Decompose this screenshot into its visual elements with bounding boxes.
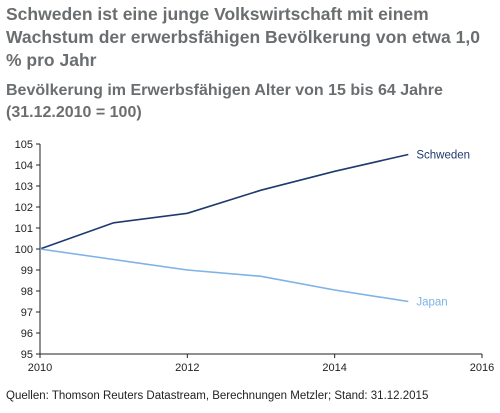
y-tick-label: 99 — [21, 265, 33, 277]
chart-title: Schweden ist eine junge Volkswirtschaft … — [6, 4, 480, 70]
x-tick-label: 2012 — [175, 362, 199, 374]
x-axis: 2010 2012 2014 2016 — [28, 353, 494, 374]
source-note: Quellen: Thomson Reuters Datastream, Ber… — [6, 390, 429, 402]
series-line-japan — [39, 248, 409, 303]
x-tick-label: 2014 — [322, 362, 346, 374]
y-tick-label: 98 — [21, 286, 33, 298]
y-tick-label: 103 — [15, 181, 33, 193]
chart-subtitle: Bevölkerung im Erwerbsfähigen Alter von … — [6, 82, 443, 121]
series: Schweden Japan — [39, 150, 470, 309]
x-tick-label: 2016 — [470, 362, 494, 374]
series-label-japan: Japan — [416, 297, 447, 309]
y-axis: 95 96 97 98 99 100 101 102 103 104 105 — [15, 139, 41, 361]
series-line-schweden — [39, 153, 409, 250]
y-tick-label: 105 — [15, 139, 33, 151]
series-label-schweden: Schweden — [416, 150, 470, 162]
y-tick-label: 97 — [21, 307, 33, 319]
y-tick-label: 102 — [15, 202, 33, 214]
y-tick-label: 101 — [15, 223, 33, 235]
y-tick-label: 104 — [15, 160, 33, 172]
y-tick-label: 95 — [21, 349, 33, 361]
x-tick-label: 2010 — [28, 362, 52, 374]
y-tick-label: 100 — [15, 244, 33, 256]
y-tick-label: 96 — [21, 328, 33, 340]
